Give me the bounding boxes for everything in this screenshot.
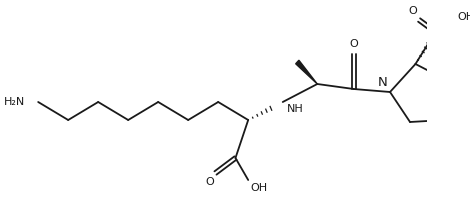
Text: O: O [349, 39, 358, 49]
Text: OH: OH [250, 183, 267, 193]
Text: NH: NH [286, 104, 303, 114]
Text: O: O [408, 6, 417, 16]
Text: OH: OH [457, 12, 470, 22]
Polygon shape [296, 60, 317, 84]
Text: O: O [205, 177, 214, 187]
Text: H₂N: H₂N [4, 97, 25, 107]
Text: N: N [377, 76, 387, 89]
